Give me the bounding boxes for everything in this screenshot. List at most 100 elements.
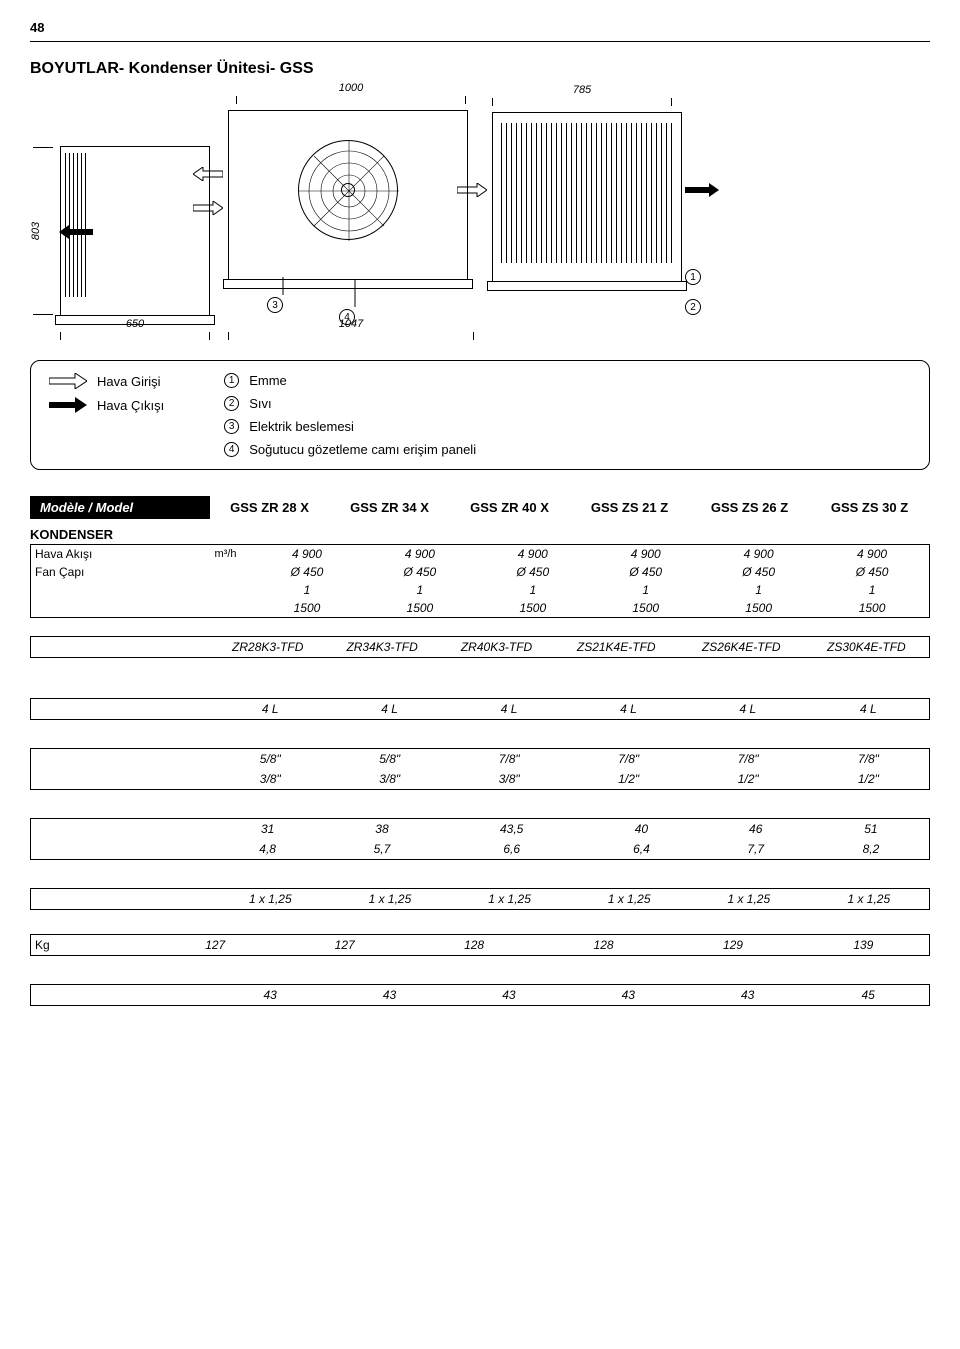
table-row: Hava Akışı m³/h 4 900 4 900 4 900 4 900 … [31, 545, 930, 564]
cell: 7/8" [569, 749, 688, 770]
cell: 46 [699, 819, 813, 840]
model-4: GSS ZS 26 Z [690, 496, 810, 519]
cell: 4 900 [702, 545, 815, 564]
front-top-dim: 1000 [236, 96, 466, 104]
cell: 1/2" [808, 769, 930, 790]
arrow-solid-rear [685, 183, 719, 197]
weight-table: Kg 127 127 128 128 129 139 [30, 934, 930, 956]
table-row: 4 L 4 L 4 L 4 L 4 L 4 L [31, 699, 930, 720]
model-header-row: Modèle / Model GSS ZR 28 X GSS ZR 34 X G… [30, 496, 930, 519]
row-unit-0: m³/h [211, 545, 251, 564]
cell: 1 x 1,25 [689, 889, 809, 910]
model-label: Modèle / Model [30, 496, 210, 519]
legend-numbered: 1Emme 2Sıvı 3Elektrik beslemesi 4Soğutuc… [224, 373, 476, 457]
circ-4: 4 [224, 442, 239, 457]
cell: 4 900 [476, 545, 589, 564]
cell: 7/8" [688, 749, 807, 770]
sound-table: 43 43 43 43 43 45 [30, 984, 930, 1006]
cell: 1500 [363, 599, 476, 618]
weight-label: Kg [31, 935, 151, 956]
side-view-box: 803 [60, 146, 210, 316]
cell: 4 L [330, 699, 449, 720]
arrow-outline-rear [457, 183, 487, 197]
cell: 43 [330, 985, 449, 1006]
legend-text-3: Elektrik beslemesi [249, 419, 354, 434]
compressor-table: ZR28K3-TFD ZR34K3-TFD ZR40K3-TFD ZS21K4E… [30, 636, 930, 658]
cell: 43 [569, 985, 688, 1006]
callout-2-group: 2 [685, 297, 701, 316]
callout-2: 2 [685, 299, 701, 315]
cell: 7,7 [699, 839, 813, 860]
cell: ZS30K4E-TFD [804, 637, 930, 658]
cell: 1 [363, 581, 476, 599]
front-bottom-label: 1047 [339, 318, 363, 330]
callout-3-group: 3 [267, 295, 283, 314]
fan-spokes [299, 141, 399, 241]
cell: 1 x 1,25 [809, 889, 930, 910]
cell: 7/8" [808, 749, 930, 770]
rear-view-box: 1 2 [492, 112, 682, 282]
cell: 1 x 1,25 [569, 889, 689, 910]
cell: 43 [211, 985, 330, 1006]
cell: 38 [325, 819, 439, 840]
cell: 4 900 [589, 545, 702, 564]
callout-1: 1 [685, 269, 701, 285]
cell: 4 900 [363, 545, 476, 564]
cell: 1 x 1,25 [450, 889, 570, 910]
table-row: Kg 127 127 128 128 129 139 [31, 935, 930, 956]
capacity-table: 31 38 43,5 40 46 51 4,8 5,7 6,6 6,4 7,7 … [30, 818, 930, 860]
top-rule [30, 41, 930, 42]
cell: 1500 [589, 599, 702, 618]
cell: 4 L [449, 699, 568, 720]
cell: 1/2" [688, 769, 807, 790]
model-5: GSS ZS 30 Z [810, 496, 930, 519]
side-height-dim: 803 [33, 147, 53, 315]
cell: 4 L [569, 699, 688, 720]
circ-2: 2 [224, 396, 239, 411]
fan-grille [298, 140, 398, 240]
technical-drawings: 803 650 1000 [30, 96, 930, 340]
legend-text-1: Emme [249, 373, 287, 388]
arrow-solid-icon [49, 397, 87, 413]
legend-air-out-label: Hava Çıkışı [97, 398, 164, 413]
table-row: ZR28K3-TFD ZR34K3-TFD ZR40K3-TFD ZS21K4E… [31, 637, 930, 658]
cell: 1500 [815, 599, 929, 618]
cell: 1 [251, 581, 364, 599]
cell: 4 900 [251, 545, 364, 564]
circ-3: 3 [224, 419, 239, 434]
side-width-label: 650 [126, 318, 144, 330]
cell: 31 [211, 819, 325, 840]
cell: 4,8 [211, 839, 325, 860]
legend-item-3: 3 Elektrik beslemesi [224, 419, 476, 434]
cell: ZS26K4E-TFD [679, 637, 804, 658]
cell: 1 [815, 581, 929, 599]
cell: 3/8" [330, 769, 449, 790]
cell: 1500 [702, 599, 815, 618]
callout-1-group: 1 [685, 267, 701, 286]
legend-item-2: 2 Sıvı [224, 396, 476, 411]
arrow-outline-left [193, 167, 223, 181]
table-row: Fan Çapı Ø 450 Ø 450 Ø 450 Ø 450 Ø 450 Ø… [31, 563, 930, 581]
cell: 5,7 [325, 839, 439, 860]
model-cells: GSS ZR 28 X GSS ZR 34 X GSS ZR 40 X GSS … [210, 496, 930, 519]
cell: 6,6 [439, 839, 584, 860]
cell: 1 [702, 581, 815, 599]
cell: 43,5 [439, 819, 584, 840]
cell: Ø 450 [815, 563, 929, 581]
cell: ZR28K3-TFD [211, 637, 325, 658]
legend-arrows: Hava Girişi Hava Çıkışı [49, 373, 164, 457]
side-height-label: 803 [30, 222, 42, 240]
arrow-solid-left [59, 225, 93, 239]
model-0: GSS ZR 28 X [210, 496, 330, 519]
cell: ZS21K4E-TFD [554, 637, 679, 658]
front-view-box: 3 4 [228, 110, 468, 280]
cell: 40 [584, 819, 698, 840]
cell: Ø 450 [702, 563, 815, 581]
legend-text-2: Sıvı [249, 396, 271, 411]
side-width-dim: 650 [60, 332, 210, 340]
table-row: 5/8" 5/8" 7/8" 7/8" 7/8" 7/8" [31, 749, 930, 770]
cell: 4 900 [815, 545, 929, 564]
cell: 139 [798, 935, 930, 956]
table-row: 3/8" 3/8" 3/8" 1/2" 1/2" 1/2" [31, 769, 930, 790]
cell: 128 [539, 935, 668, 956]
